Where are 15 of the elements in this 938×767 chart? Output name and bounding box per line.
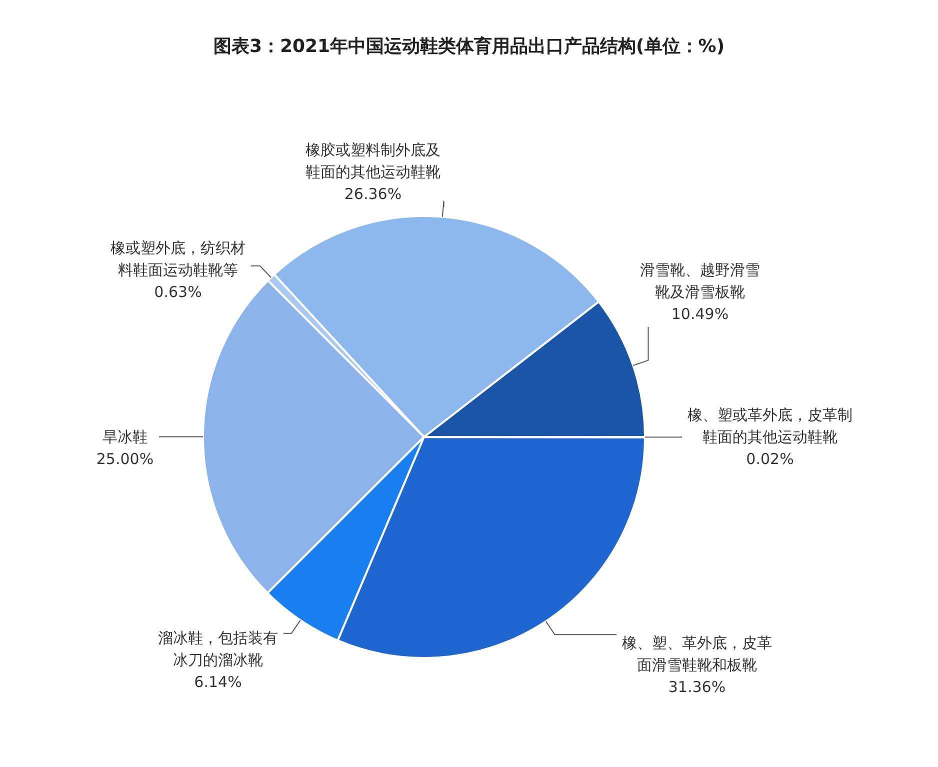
data-label: 26.36% [343, 184, 403, 205]
slice-label: 橡、塑、革外底，皮革面滑雪鞋靴和板靴 [621, 633, 773, 676]
data-label: 31.36% [667, 677, 727, 698]
data-label: 0.02% [745, 449, 795, 470]
slice-label: 橡胶或塑料制外底及鞋面的其他运动鞋靴 [304, 140, 442, 183]
data-label: 0.63% [153, 282, 203, 303]
slice-label: 溜冰鞋，包括装有冰刀的溜冰靴 [157, 628, 279, 671]
slice-label: 旱冰鞋 [102, 427, 148, 448]
slice-label: 橡或塑外底，纺织材料鞋面运动鞋靴等 [110, 238, 246, 281]
data-label: 25.00% [95, 449, 155, 470]
chart-title: 图表3：2021年中国运动鞋类体育用品出口产品结构(单位：%) [212, 36, 726, 58]
slice-label: 橡、塑或革外底，皮革制鞋面的其他运动鞋靴 [686, 405, 854, 448]
data-label: 6.14% [193, 672, 243, 693]
slice-label: 滑雪靴、越野滑雪靴及滑雪板靴 [639, 260, 761, 303]
data-label: 10.49% [670, 304, 730, 325]
